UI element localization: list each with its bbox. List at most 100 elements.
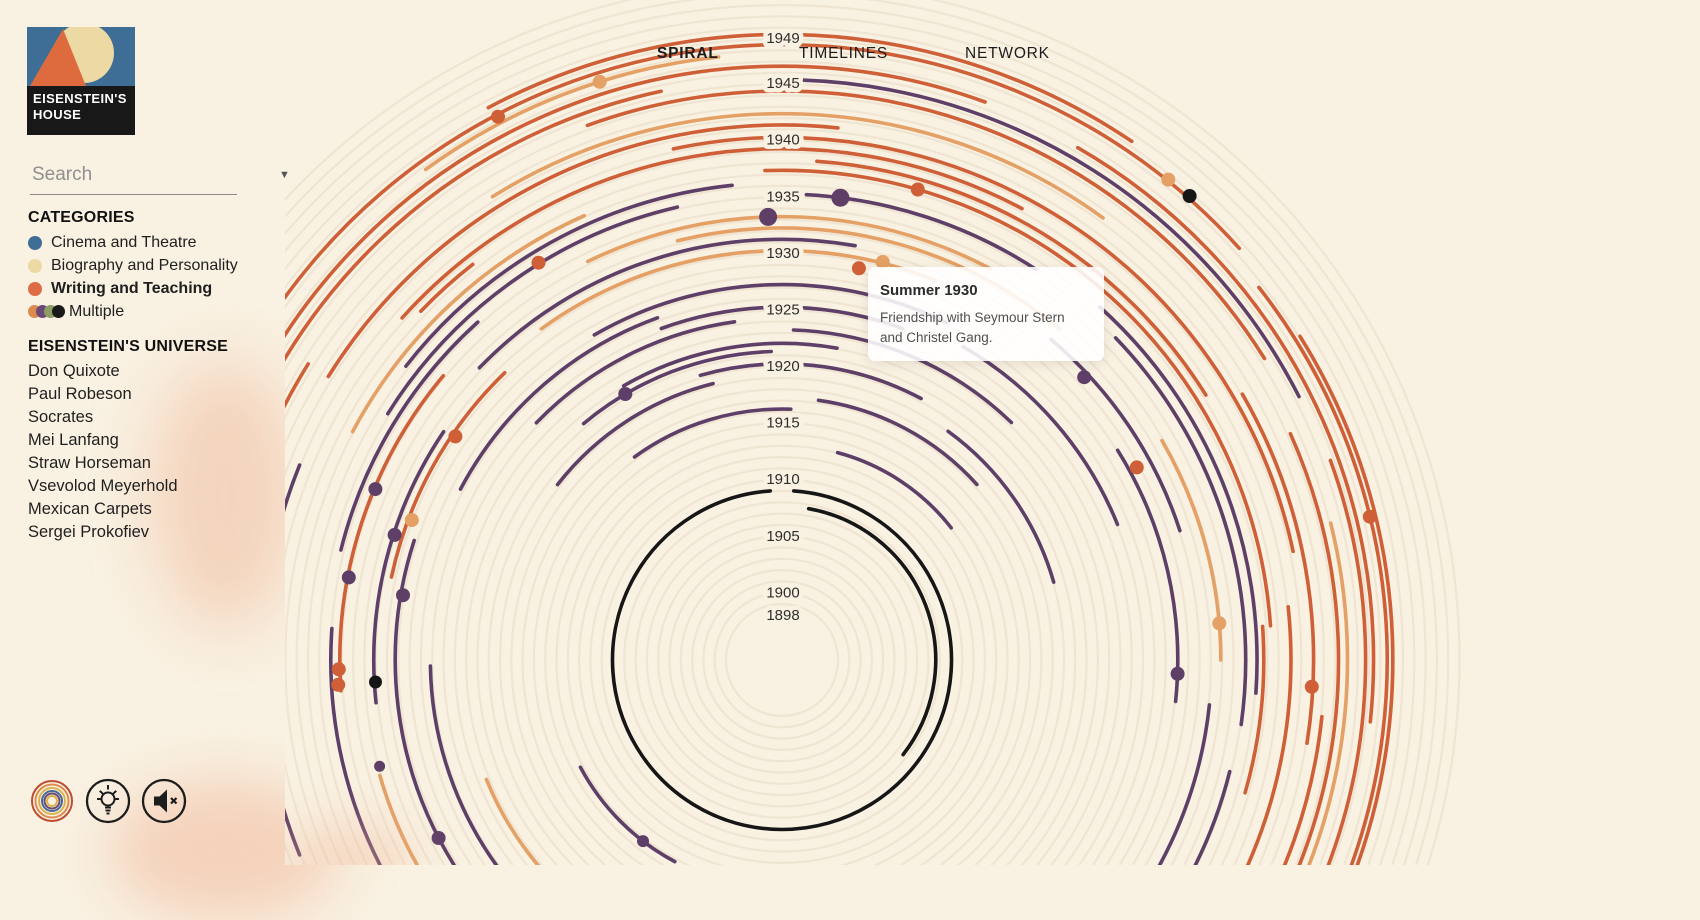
category-item-1[interactable]: Biography and Personality — [28, 254, 238, 277]
timeline-arc[interactable] — [815, 159, 1208, 397]
category-item-3[interactable]: Multiple — [28, 300, 238, 323]
search-box[interactable]: ▼ — [30, 163, 290, 195]
event-dot[interactable] — [431, 831, 446, 845]
event-dot[interactable] — [592, 74, 607, 89]
timeline-arc[interactable] — [621, 341, 839, 388]
universe-item-paul-robeson[interactable]: Paul Robeson — [28, 385, 132, 403]
timeline-arc[interactable] — [534, 320, 737, 425]
event-dot[interactable] — [1212, 616, 1227, 631]
timeline-arc[interactable] — [806, 506, 938, 757]
timeline-arc[interactable] — [578, 765, 677, 864]
timeline-arc[interactable] — [1091, 703, 1212, 865]
timeline-arc[interactable] — [404, 183, 734, 368]
event-dot[interactable] — [1170, 666, 1185, 681]
muted-speaker-icon[interactable] — [138, 775, 190, 827]
event-dot[interactable] — [387, 527, 402, 542]
event-dot[interactable] — [910, 182, 925, 197]
timeline-arc[interactable] — [285, 64, 987, 437]
timeline-arc[interactable] — [585, 214, 992, 271]
event-dot[interactable] — [1161, 172, 1176, 187]
universe-item-straw-horseman[interactable]: Straw Horseman — [28, 454, 151, 472]
chevron-down-icon[interactable]: ▼ — [279, 169, 290, 181]
timeline-arc[interactable] — [339, 320, 480, 552]
timeline-arc[interactable] — [763, 168, 1273, 628]
event-dot[interactable] — [448, 429, 463, 444]
timeline-arc[interactable] — [961, 344, 1120, 527]
app-logo[interactable]: EISENSTEIN'S HOUSE — [27, 23, 135, 135]
timeline-arc[interactable] — [389, 371, 507, 579]
timeline-arc[interactable] — [1076, 145, 1376, 724]
timeline-arc[interactable] — [477, 237, 857, 370]
universe-item-socrates[interactable]: Socrates — [28, 408, 94, 426]
timeline-arc[interactable] — [1160, 605, 1293, 865]
universe-item-mexican-carpets[interactable]: Mexican Carpets — [28, 500, 152, 518]
event-dot[interactable] — [331, 662, 346, 677]
event-dot[interactable] — [875, 255, 890, 269]
timeline-arc[interactable] — [350, 213, 586, 434]
tab-spiral[interactable]: SPIRAL — [657, 45, 719, 62]
timeline-arc[interactable] — [1243, 624, 1266, 795]
search-input[interactable] — [30, 163, 279, 187]
timeline-arc[interactable] — [632, 407, 793, 459]
timeline-arc[interactable] — [671, 135, 1295, 554]
event-dot[interactable] — [341, 570, 356, 585]
event-dot[interactable] — [618, 387, 633, 401]
universe-item-sergei-prokofiev[interactable]: Sergei Prokofiev — [28, 523, 150, 541]
tab-timelines[interactable]: TIMELINES — [799, 45, 889, 62]
timeline-arc[interactable] — [835, 450, 953, 530]
event-dot[interactable] — [374, 760, 386, 772]
event-dot[interactable] — [1077, 370, 1092, 385]
timeline-arc[interactable] — [328, 626, 391, 866]
event-dot[interactable] — [1129, 460, 1144, 475]
event-dot[interactable] — [369, 675, 382, 689]
event-dot[interactable] — [1182, 189, 1197, 203]
event-dot[interactable] — [759, 207, 778, 226]
timeline-arc[interactable] — [1160, 438, 1223, 662]
timeline-arc[interactable] — [800, 78, 1301, 399]
timeline-arc[interactable] — [338, 374, 446, 693]
event-dot[interactable] — [1362, 509, 1377, 524]
category-item-2[interactable]: Writing and Teaching — [28, 277, 238, 300]
universe-item-don-quixote[interactable]: Don Quixote — [28, 362, 120, 380]
timeline-arc[interactable] — [698, 362, 923, 401]
timeline-arc[interactable] — [555, 381, 715, 487]
event-dot[interactable] — [637, 835, 649, 848]
timeline-arc[interactable] — [1074, 458, 1368, 865]
event-dot[interactable] — [831, 188, 850, 207]
timeline-arc[interactable] — [285, 42, 1242, 371]
event-dot[interactable] — [768, 133, 776, 142]
timeline-arc[interactable] — [1240, 392, 1316, 745]
timeline-arc[interactable] — [1098, 305, 1259, 695]
spiral-visualization[interactable]: 1949 1945 1940 1935 1930 1925 1920 1915 1910 1905… — [285, 0, 1700, 865]
tab-network[interactable]: NETWORK — [965, 45, 1050, 62]
event-dot[interactable] — [368, 482, 383, 497]
event-dot[interactable] — [531, 255, 546, 270]
event-dot[interactable] — [491, 109, 505, 124]
timeline-arc[interactable] — [585, 89, 1267, 361]
timeline-arc[interactable] — [1228, 521, 1350, 865]
event-dot[interactable] — [851, 261, 866, 276]
timeline-arc[interactable] — [1155, 285, 1390, 865]
timeline-arc[interactable] — [428, 664, 516, 865]
timeline-arc[interactable] — [1288, 431, 1341, 865]
timeline-arc[interactable] — [326, 123, 840, 379]
timeline-arc[interactable] — [458, 316, 660, 491]
timeline-arc[interactable] — [393, 538, 456, 865]
timeline-arc[interactable] — [285, 89, 663, 539]
universe-item-mei-lanfang[interactable]: Mei Lanfang — [28, 431, 119, 449]
timeline-arc[interactable] — [581, 349, 773, 426]
timeline-arc[interactable] — [386, 205, 680, 416]
timeline-arc[interactable] — [1298, 334, 1395, 865]
timeline-arc[interactable] — [1054, 714, 1324, 865]
timeline-arc[interactable] — [372, 429, 446, 705]
timeline-arc[interactable] — [1066, 769, 1232, 865]
rings-icon[interactable] — [26, 775, 78, 827]
spiral-canvas[interactable]: 1949 1945 1940 1935 1930 1925 1920 1915 1910 1905… — [285, 0, 1700, 865]
event-dot[interactable] — [1304, 679, 1319, 694]
category-item-0[interactable]: Cinema and Theatre — [28, 231, 238, 254]
timeline-arc[interactable] — [378, 773, 462, 865]
timeline-arc[interactable] — [1115, 448, 1180, 704]
timeline-arc[interactable] — [490, 111, 1105, 220]
timeline-arc[interactable] — [610, 489, 954, 832]
timeline-arc[interactable] — [400, 146, 1024, 320]
